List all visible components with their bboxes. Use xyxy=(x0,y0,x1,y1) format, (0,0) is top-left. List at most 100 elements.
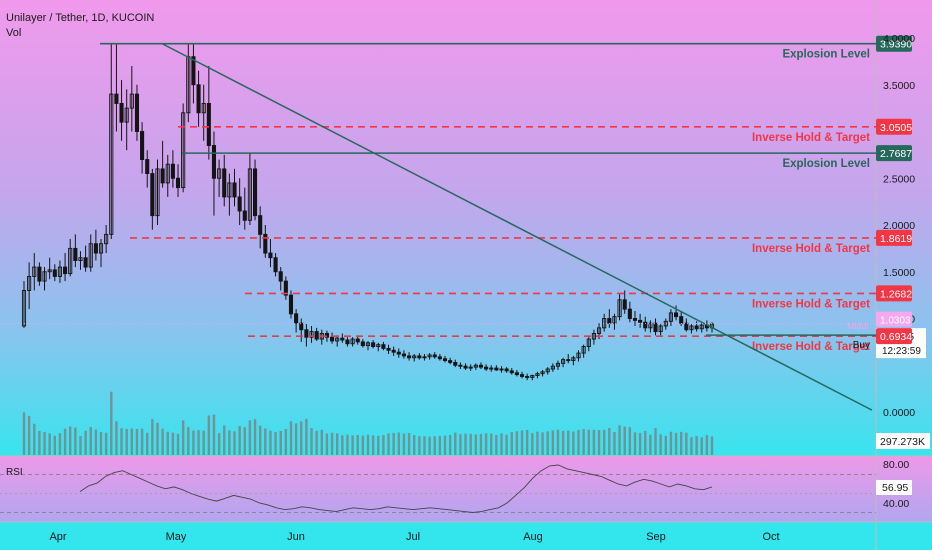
horizontal-levels[interactable]: Explosion Level 3.9390 Inverse Hold & Targ… xyxy=(100,35,912,354)
level-label[interactable]: Explosion Level xyxy=(782,158,870,170)
candle[interactable] xyxy=(638,313,643,328)
candle[interactable] xyxy=(422,354,427,361)
candle[interactable] xyxy=(376,342,381,352)
candle[interactable] xyxy=(247,153,252,225)
candle[interactable] xyxy=(407,352,412,361)
candle[interactable] xyxy=(232,168,237,207)
candle[interactable] xyxy=(571,355,576,366)
candle[interactable] xyxy=(191,43,196,104)
candle[interactable] xyxy=(350,337,355,347)
candle[interactable] xyxy=(268,239,273,268)
candle[interactable] xyxy=(160,140,165,188)
candle[interactable] xyxy=(453,359,458,368)
level-label[interactable]: Inverse Hold & Target xyxy=(752,132,870,144)
time-tick-label[interactable]: Jun xyxy=(287,531,305,543)
candle[interactable] xyxy=(52,264,57,282)
volume-value-tag[interactable] xyxy=(876,433,930,449)
candle[interactable] xyxy=(345,337,350,347)
candle[interactable] xyxy=(211,131,217,216)
time-tick-label[interactable]: Sep xyxy=(646,531,666,543)
candle[interactable] xyxy=(196,70,201,127)
candle[interactable] xyxy=(550,363,555,372)
time-tick-label[interactable]: May xyxy=(166,531,187,543)
candle[interactable] xyxy=(37,262,42,286)
candle[interactable] xyxy=(170,150,175,188)
candle[interactable] xyxy=(627,301,632,323)
candle[interactable] xyxy=(494,365,499,371)
candle[interactable] xyxy=(555,360,561,370)
candle[interactable] xyxy=(181,103,186,193)
candle[interactable] xyxy=(68,239,73,277)
level-price-tag[interactable] xyxy=(876,118,912,135)
candle[interactable] xyxy=(242,187,247,230)
candle[interactable] xyxy=(566,354,571,364)
candle[interactable] xyxy=(386,344,391,355)
candle[interactable] xyxy=(504,367,509,373)
rsi-tick-label[interactable]: 80.00 xyxy=(883,459,909,471)
candle[interactable] xyxy=(335,335,340,347)
candle[interactable] xyxy=(448,357,453,365)
rsi-current-tag[interactable] xyxy=(876,480,912,495)
candle[interactable] xyxy=(104,225,109,254)
candle[interactable] xyxy=(632,311,638,326)
candle[interactable] xyxy=(88,234,93,272)
chart-title[interactable]: Unilayer / Tether, 1D, KUCOIN xyxy=(6,12,154,24)
level-label[interactable]: Inverse Hold & Target xyxy=(752,341,870,353)
level-label[interactable]: Inverse Hold & Target xyxy=(752,243,870,255)
candle[interactable] xyxy=(391,346,396,356)
candle[interactable] xyxy=(432,352,437,359)
candle[interactable] xyxy=(114,43,119,132)
candle[interactable] xyxy=(499,366,504,373)
candle[interactable] xyxy=(561,357,566,368)
candle[interactable] xyxy=(653,318,658,336)
candle[interactable] xyxy=(530,374,535,381)
trendline-layer[interactable]: Buy xyxy=(0,42,876,411)
candle[interactable] xyxy=(47,257,52,280)
candle[interactable] xyxy=(514,369,519,377)
candle[interactable] xyxy=(42,267,47,291)
candle[interactable] xyxy=(330,332,335,344)
candle[interactable] xyxy=(478,362,484,369)
candle[interactable] xyxy=(206,66,211,160)
candle[interactable] xyxy=(227,173,232,216)
candle[interactable] xyxy=(93,229,98,261)
candle[interactable] xyxy=(278,267,283,291)
candle[interactable] xyxy=(201,84,206,141)
candle[interactable] xyxy=(217,159,222,197)
candle[interactable] xyxy=(222,154,227,207)
candle[interactable] xyxy=(134,84,140,141)
candle[interactable] xyxy=(535,371,540,379)
time-tick-label[interactable]: Aug xyxy=(523,531,543,543)
candle[interactable] xyxy=(165,154,170,197)
candle[interactable] xyxy=(32,253,37,291)
candle[interactable] xyxy=(21,281,27,328)
candle[interactable] xyxy=(581,344,586,358)
candle[interactable] xyxy=(427,353,432,360)
candle[interactable] xyxy=(283,276,288,300)
candle[interactable] xyxy=(694,321,699,332)
candle[interactable] xyxy=(365,340,371,351)
candle[interactable] xyxy=(489,365,494,372)
candle[interactable] xyxy=(468,364,473,371)
candle[interactable] xyxy=(663,318,668,330)
candle[interactable] xyxy=(648,320,653,333)
price-tick-label[interactable]: 3.5000 xyxy=(883,80,915,92)
level-label[interactable]: Inverse Hold & Target xyxy=(752,298,870,310)
candle[interactable] xyxy=(458,362,463,369)
candle[interactable] xyxy=(63,253,68,282)
price-tick-label[interactable]: 1.5000 xyxy=(883,267,915,279)
candle[interactable] xyxy=(437,354,442,361)
candle[interactable] xyxy=(294,309,299,333)
candle[interactable] xyxy=(175,164,181,197)
candle[interactable] xyxy=(617,293,622,321)
candle[interactable] xyxy=(237,178,242,225)
candle[interactable] xyxy=(150,168,155,230)
candle[interactable] xyxy=(412,354,417,362)
price-tick-label[interactable]: 4.0000 xyxy=(883,33,915,45)
candle[interactable] xyxy=(98,239,104,268)
candle[interactable] xyxy=(442,355,448,363)
candle[interactable] xyxy=(658,323,663,336)
price-tick-label[interactable]: 0.0000 xyxy=(883,407,915,419)
candle[interactable] xyxy=(699,323,704,333)
level-price-tag[interactable] xyxy=(876,145,912,162)
